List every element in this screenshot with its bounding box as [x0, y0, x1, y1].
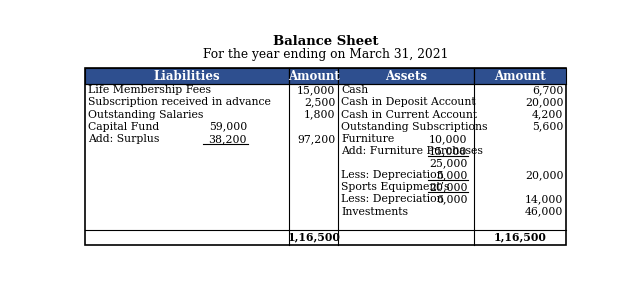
Text: Outstanding Subscriptions: Outstanding Subscriptions [342, 122, 488, 132]
Text: 1,16,500: 1,16,500 [494, 232, 546, 243]
Text: 6,700: 6,700 [532, 85, 563, 95]
Text: 97,200: 97,200 [297, 134, 335, 144]
Text: 25,000: 25,000 [429, 158, 467, 168]
Text: 6,000: 6,000 [436, 194, 467, 204]
Text: 14,000: 14,000 [525, 194, 563, 204]
FancyBboxPatch shape [474, 68, 567, 84]
Text: 38,200: 38,200 [209, 134, 247, 144]
Text: Cash: Cash [342, 85, 368, 95]
Text: 1,16,500: 1,16,500 [287, 232, 340, 243]
Text: Subscription received in advance: Subscription received in advance [88, 98, 271, 107]
Text: 46,000: 46,000 [525, 207, 563, 216]
Text: For the year ending on March 31, 2021: For the year ending on March 31, 2021 [204, 48, 448, 61]
Text: 15,000: 15,000 [297, 85, 335, 95]
Text: Investments: Investments [342, 207, 408, 216]
Text: 1,800: 1,800 [304, 110, 335, 119]
Text: Capital Fund: Capital Fund [88, 122, 160, 132]
Text: Cash in Current Account: Cash in Current Account [342, 110, 478, 119]
Text: Add: Furniture Purchases: Add: Furniture Purchases [342, 146, 483, 156]
FancyBboxPatch shape [85, 68, 289, 84]
Text: Amount: Amount [287, 70, 340, 83]
Text: 5,000: 5,000 [436, 170, 467, 180]
Text: Amount: Amount [494, 70, 546, 83]
Text: 2,500: 2,500 [304, 98, 335, 107]
Text: Furniture: Furniture [342, 134, 394, 144]
Text: Assets: Assets [385, 70, 427, 83]
Text: 20,000: 20,000 [525, 98, 563, 107]
Text: Less: Depreciation: Less: Depreciation [342, 170, 444, 180]
Text: Balance Sheet: Balance Sheet [273, 35, 378, 48]
FancyBboxPatch shape [289, 68, 338, 84]
FancyBboxPatch shape [85, 68, 567, 245]
FancyBboxPatch shape [338, 68, 474, 84]
Text: Less: Depreciation: Less: Depreciation [342, 194, 444, 204]
Text: 4,200: 4,200 [532, 110, 563, 119]
Text: Sports Equipment’s: Sports Equipment’s [342, 182, 450, 192]
Text: 5,600: 5,600 [532, 122, 563, 132]
Text: 59,000: 59,000 [209, 122, 247, 132]
Text: Life Membership Fees: Life Membership Fees [88, 85, 211, 95]
Text: 10,000: 10,000 [429, 134, 467, 144]
Text: Liabilities: Liabilities [154, 70, 221, 83]
Text: Outstanding Salaries: Outstanding Salaries [88, 110, 204, 119]
Text: 20,000: 20,000 [525, 170, 563, 180]
Text: 20,000: 20,000 [429, 182, 467, 192]
Text: 15,000: 15,000 [429, 146, 467, 156]
Text: Add: Surplus: Add: Surplus [88, 134, 160, 144]
Text: Cash in Deposit Account: Cash in Deposit Account [342, 98, 476, 107]
